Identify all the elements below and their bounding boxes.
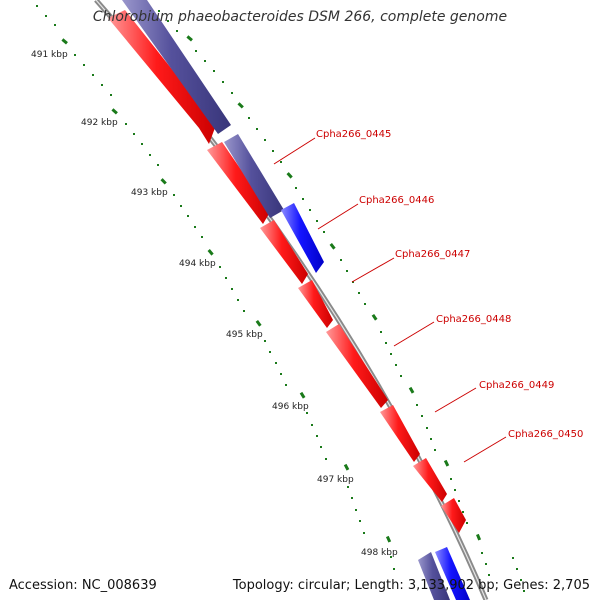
- kbp-label: 498 kbp: [361, 548, 398, 558]
- kbp-label: 495 kbp: [226, 330, 263, 340]
- gene-label[interactable]: Cpha266_0446: [359, 195, 434, 206]
- gene-label[interactable]: Cpha266_0448: [436, 314, 511, 325]
- cds-arrow[interactable]: [108, 10, 216, 144]
- kbp-label: 494 kbp: [179, 259, 216, 269]
- cds-arrow[interactable]: [380, 405, 420, 462]
- gene-label[interactable]: Cpha266_0445: [316, 129, 391, 140]
- cds-arrow[interactable]: [326, 324, 388, 408]
- kbp-tick-track: [36, 5, 395, 570]
- genome-summary-text: Topology: circular; Length: 3,133,902 bp…: [232, 578, 590, 593]
- gene-label[interactable]: Cpha266_0450: [508, 429, 583, 440]
- feature-block[interactable]: [281, 203, 324, 273]
- gene-label[interactable]: Cpha266_0447: [395, 249, 470, 260]
- kbp-label: 497 kbp: [317, 475, 354, 485]
- cds-arrow[interactable]: [413, 458, 447, 502]
- genome-backbone-highlight: [95, 0, 487, 600]
- feature-block[interactable]: [435, 547, 470, 600]
- feature-track-blue: [281, 203, 470, 600]
- accession-text: Accession: NC_008639: [9, 578, 157, 593]
- kbp-label: 493 kbp: [131, 188, 168, 198]
- outer-dotted-track: [158, 10, 525, 592]
- cds-arrow[interactable]: [260, 220, 308, 284]
- kbp-label: 492 kbp: [81, 118, 118, 128]
- kbp-label: 496 kbp: [272, 402, 309, 412]
- feature-block[interactable]: [122, 0, 231, 134]
- feature-block[interactable]: [224, 134, 284, 218]
- cds-arrow[interactable]: [207, 142, 270, 224]
- cds-arrow[interactable]: [298, 280, 333, 328]
- genome-backbone: [94, 0, 489, 600]
- gene-label[interactable]: Cpha266_0449: [479, 380, 554, 391]
- cds-track: [108, 10, 466, 533]
- feature-block[interactable]: [418, 552, 450, 600]
- gene-leader-lines: [273, 137, 507, 463]
- map-title: Chlorobium phaeobacteroides DSM 266, com…: [92, 9, 508, 25]
- feature-track: [122, 0, 450, 600]
- kbp-label: 491 kbp: [31, 50, 68, 60]
- cds-arrow[interactable]: [441, 498, 466, 533]
